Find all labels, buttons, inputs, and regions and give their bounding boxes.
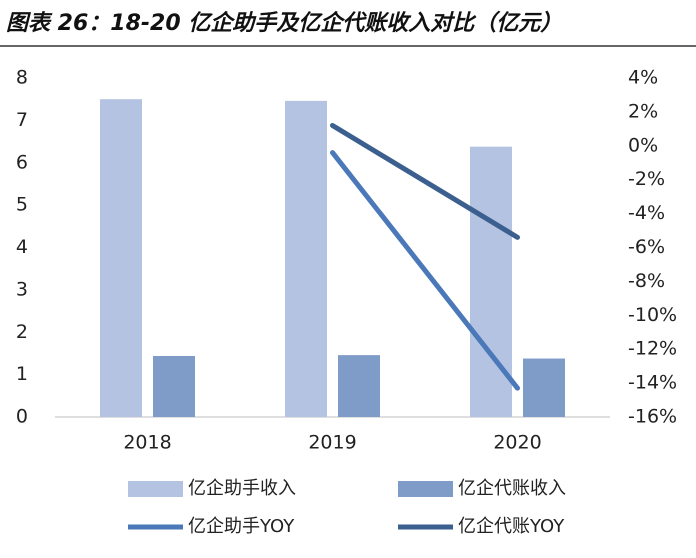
y-tick-label: 1 bbox=[16, 363, 28, 385]
y2-tick-label: -12% bbox=[628, 338, 677, 360]
bar bbox=[100, 99, 142, 417]
y2-tick-label: 4% bbox=[628, 67, 658, 89]
y-tick-label: 0 bbox=[16, 406, 28, 428]
y-tick-label: 5 bbox=[16, 194, 28, 216]
legend-label: 亿企助手收入 bbox=[188, 478, 296, 499]
y2-tick-label: -4% bbox=[628, 202, 665, 224]
chart-title: 图表 26：18-20 亿企助手及亿企代账收入对比（亿元） bbox=[6, 10, 562, 36]
y-tick-label: 2 bbox=[16, 321, 28, 343]
y-tick-label: 3 bbox=[16, 278, 28, 300]
y-tick-label: 7 bbox=[16, 109, 28, 131]
bar bbox=[338, 355, 380, 417]
legend-label: 亿企代账收入 bbox=[458, 478, 566, 499]
y2-tick-label: -16% bbox=[628, 406, 677, 428]
legend-label: 亿企助手YOY bbox=[188, 516, 295, 537]
y2-tick-label: -14% bbox=[628, 372, 677, 394]
bar bbox=[523, 358, 565, 417]
y-tick-label: 8 bbox=[16, 67, 28, 89]
y-tick-label: 4 bbox=[16, 236, 28, 258]
y-tick-label: 6 bbox=[16, 151, 28, 173]
bar bbox=[285, 100, 327, 417]
x-tick-label: 2018 bbox=[123, 432, 171, 454]
y2-tick-label: 2% bbox=[628, 100, 658, 122]
x-tick-label: 2019 bbox=[308, 432, 356, 454]
line bbox=[330, 150, 520, 391]
y2-tick-label: -8% bbox=[628, 270, 665, 292]
y2-tick-label: -6% bbox=[628, 236, 665, 258]
y2-tick-label: -10% bbox=[628, 304, 677, 326]
bar bbox=[153, 355, 195, 417]
y2-tick-label: 0% bbox=[628, 134, 658, 156]
line bbox=[330, 122, 520, 240]
y2-tick-label: -2% bbox=[628, 168, 665, 190]
legend-swatch bbox=[128, 481, 183, 497]
legend-swatch bbox=[398, 481, 453, 497]
x-tick-label: 2020 bbox=[493, 432, 541, 454]
legend-label: 亿企代账YOY bbox=[458, 516, 565, 537]
